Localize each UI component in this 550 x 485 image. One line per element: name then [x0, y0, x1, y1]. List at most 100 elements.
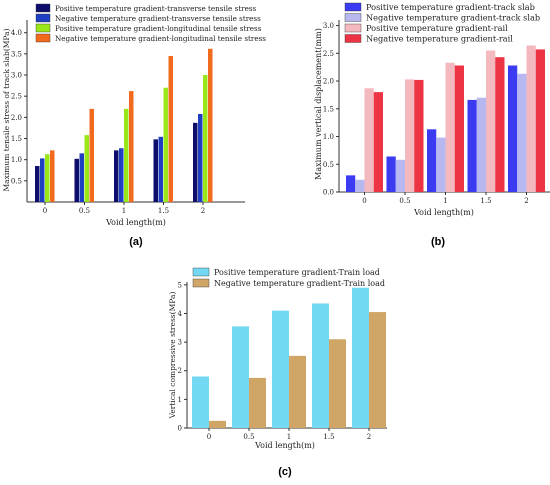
bar-2-1.5 — [158, 136, 163, 202]
legend-label: Positive temperature gradient-track slab — [366, 2, 535, 12]
y-tick-label: 3 — [178, 339, 182, 347]
y-tick-label: 1.5 — [323, 105, 334, 113]
bar-2-0 — [40, 158, 45, 202]
y-tick-label: 2.5 — [11, 93, 22, 101]
bar-2-1 — [436, 137, 446, 192]
bar-4-0.5 — [414, 79, 424, 192]
bar-4-1.5 — [495, 57, 505, 192]
bar-2-2 — [369, 312, 386, 428]
x-tick-label: 0 — [362, 197, 366, 205]
legend-label: Positive temperature gradient-transverse… — [55, 4, 257, 13]
legend-label: Negative temperature gradient-rail — [366, 34, 513, 44]
y-axis-label: Maximum tensile stress of track slab(MPa… — [2, 28, 11, 191]
bar-2-0 — [355, 179, 365, 192]
bar-1-0.5 — [232, 326, 249, 428]
legend-label: Positive temperature gradient-Train load — [214, 268, 380, 277]
legend-label: Positive temperature gradient-rail — [366, 23, 508, 33]
bar-4-2 — [208, 48, 213, 202]
bar-3-0.5 — [84, 135, 89, 202]
y-tick-label: 2.0 — [11, 114, 22, 122]
y-axis-label: Vertical compressive stress(MPa) — [168, 292, 177, 420]
bar-3-1 — [445, 62, 455, 192]
bar-2-2 — [198, 113, 203, 202]
y-tick-label: 2.5 — [323, 50, 334, 58]
x-tick-label: 2 — [367, 433, 371, 441]
y-tick-label: 4.0 — [11, 29, 22, 37]
bar-1-0 — [346, 175, 356, 192]
x-tick-label: 0 — [207, 433, 211, 441]
legend-swatch — [192, 278, 210, 288]
panel-caption: (c) — [278, 466, 292, 478]
y-tick-label: 2.0 — [323, 78, 334, 86]
x-axis-label: Void length(m) — [254, 441, 315, 450]
bar-4-1.5 — [168, 55, 173, 203]
y-tick-label: 1.0 — [323, 133, 334, 141]
bar-3-2 — [203, 75, 208, 202]
legend-swatch — [344, 23, 362, 33]
bar-3-2 — [526, 45, 536, 192]
bar-1-1.5 — [467, 99, 477, 192]
y-tick-label: 1.5 — [11, 135, 22, 143]
bar-3-0 — [364, 88, 374, 192]
bar-2-1.5 — [329, 339, 346, 428]
x-tick-label: 1 — [122, 207, 126, 215]
legend-swatch — [344, 34, 362, 43]
bar-3-0 — [45, 154, 50, 202]
y-tick-label: 0.5 — [323, 161, 334, 169]
bar-1-1 — [427, 129, 437, 192]
bar-2-1 — [289, 355, 306, 428]
x-axis-label: Void length(m) — [105, 218, 166, 227]
y-tick-label: 2 — [178, 367, 182, 375]
legend-label: Negative temperature gradient-longitudin… — [55, 34, 266, 43]
x-tick-label: 1.5 — [480, 197, 491, 205]
bar-3-0.5 — [405, 79, 415, 192]
y-tick-label: 3.5 — [11, 50, 22, 58]
bar-3-1.5 — [163, 87, 168, 202]
bar-4-0 — [373, 92, 383, 192]
bar-1-1 — [114, 150, 119, 202]
x-tick-label: 0.5 — [243, 433, 254, 441]
bar-4-2 — [535, 49, 545, 192]
x-tick-label: 2 — [524, 197, 528, 205]
legend-swatch — [35, 33, 51, 43]
y-tick-label: 0 — [178, 425, 182, 433]
legend-label: Negative temperature gradient-track slab — [366, 13, 540, 23]
bar-1-2 — [508, 65, 518, 192]
x-tick-label: 1 — [443, 197, 447, 205]
bar-4-1 — [129, 91, 134, 202]
x-tick-label: 1.5 — [158, 207, 169, 215]
bar-1-2 — [352, 287, 369, 428]
y-tick-label: 3.0 — [323, 22, 334, 30]
x-tick-label: 1 — [287, 433, 291, 441]
x-tick-label: 0.5 — [399, 197, 410, 205]
x-tick-label: 1.5 — [323, 433, 334, 441]
bar-1-1 — [272, 310, 289, 428]
chart-panel-a: 0.5 1.0 1.5 2.0 2.5 3.0 3.5 4.0 0 0.5 1 1.5 2 Posit… — [2, 3, 266, 248]
bar-3-1 — [124, 108, 129, 202]
bar-1-0.5 — [386, 156, 396, 192]
legend-swatch — [35, 13, 51, 23]
y-tick-label: 1 — [178, 396, 182, 404]
panel-caption: (b) — [431, 236, 445, 248]
legend-label: Negative temperature gradient-transverse… — [55, 14, 261, 23]
bar-3-1.5 — [486, 50, 496, 192]
y-tick-label: 1.0 — [11, 156, 22, 164]
bar-2-0.5 — [79, 153, 84, 202]
x-axis-label: Void length(m) — [413, 208, 474, 217]
bar-4-1 — [454, 65, 464, 192]
chart-panel-c: 0 1 2 3 4 5 0 0.5 1 1.5 2 Positive temperature gr… — [168, 267, 387, 478]
bar-1-0.5 — [74, 158, 79, 202]
bar-4-0.5 — [89, 108, 94, 202]
x-tick-label: 2 — [201, 207, 205, 215]
legend-swatch — [35, 23, 51, 33]
legend-swatch — [344, 2, 362, 12]
bar-2-0.5 — [249, 377, 266, 428]
bar-1-2 — [193, 122, 198, 202]
bar-2-2 — [517, 73, 527, 192]
y-tick-label: 5 — [178, 281, 182, 289]
x-tick-label: 0 — [43, 207, 47, 215]
y-tick-label: 0.0 — [323, 189, 334, 197]
bar-1-1.5 — [312, 303, 329, 428]
bar-2-0 — [209, 420, 226, 428]
